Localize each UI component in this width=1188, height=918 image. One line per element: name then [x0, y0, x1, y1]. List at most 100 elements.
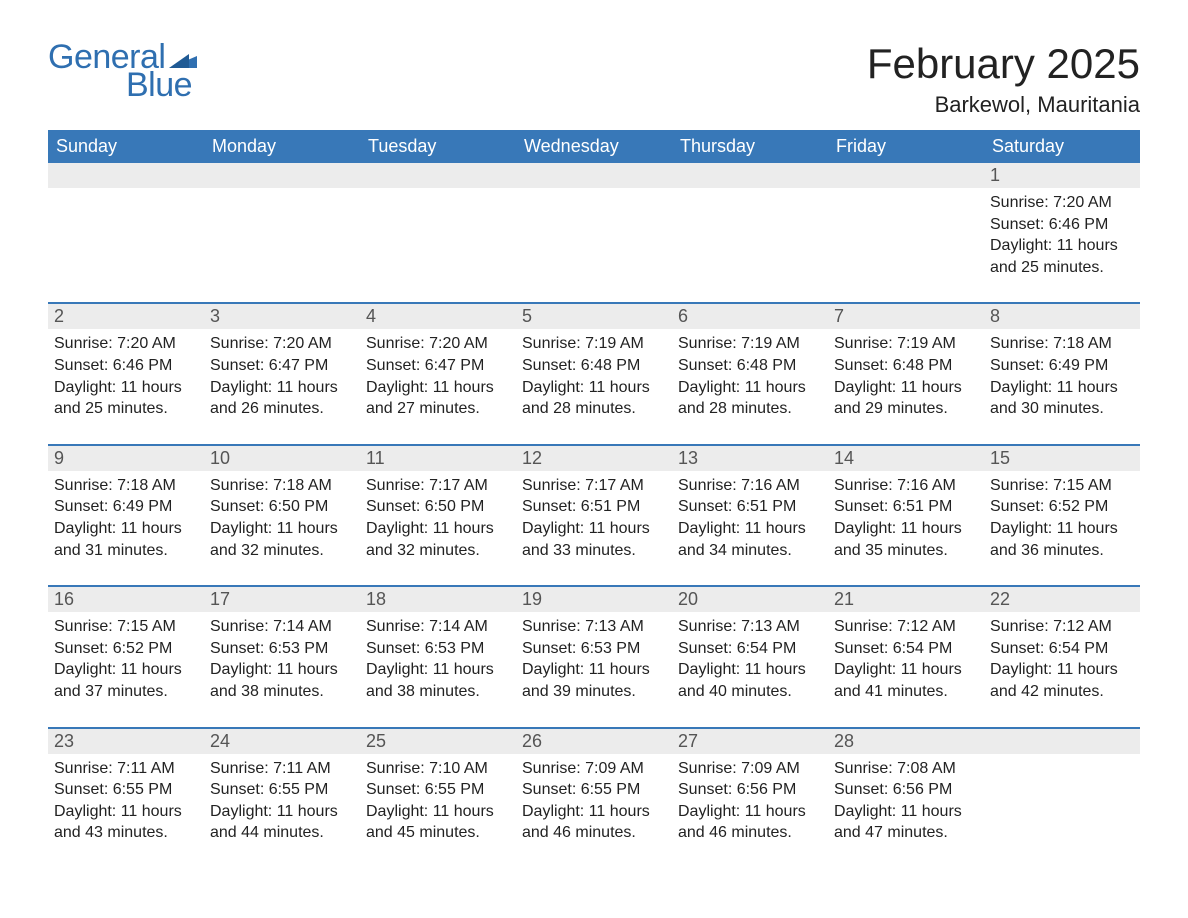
- sunrise-text: Sunrise: 7:08 AM: [834, 758, 978, 780]
- daynum-row: 9101112131415: [48, 446, 1140, 471]
- sunset-text: Sunset: 6:46 PM: [54, 355, 198, 377]
- day-cell: Sunrise: 7:14 AMSunset: 6:53 PMDaylight:…: [360, 612, 516, 712]
- day-cell: Sunrise: 7:14 AMSunset: 6:53 PMDaylight:…: [204, 612, 360, 712]
- day-cell: Sunrise: 7:15 AMSunset: 6:52 PMDaylight:…: [48, 612, 204, 712]
- week-row: 16171819202122Sunrise: 7:15 AMSunset: 6:…: [48, 585, 1140, 712]
- sunrise-text: Sunrise: 7:17 AM: [522, 475, 666, 497]
- day-cell: Sunrise: 7:19 AMSunset: 6:48 PMDaylight:…: [672, 329, 828, 429]
- daylight-text: Daylight: 11 hours and 41 minutes.: [834, 659, 978, 702]
- sunrise-text: Sunrise: 7:18 AM: [990, 333, 1134, 355]
- daylight-text: Daylight: 11 hours and 33 minutes.: [522, 518, 666, 561]
- day-number: 7: [828, 304, 984, 329]
- day-number: 9: [48, 446, 204, 471]
- day-number: 2: [48, 304, 204, 329]
- day-cell: Sunrise: 7:08 AMSunset: 6:56 PMDaylight:…: [828, 754, 984, 854]
- title-block: February 2025 Barkewol, Mauritania: [867, 40, 1140, 118]
- week-row: 9101112131415Sunrise: 7:18 AMSunset: 6:4…: [48, 444, 1140, 571]
- day-number: 14: [828, 446, 984, 471]
- daylight-text: Daylight: 11 hours and 25 minutes.: [990, 235, 1134, 278]
- sunset-text: Sunset: 6:51 PM: [522, 496, 666, 518]
- daylight-text: Daylight: 11 hours and 26 minutes.: [210, 377, 354, 420]
- day-number: 4: [360, 304, 516, 329]
- day-number: 25: [360, 729, 516, 754]
- day-cell: Sunrise: 7:13 AMSunset: 6:53 PMDaylight:…: [516, 612, 672, 712]
- day-number: 21: [828, 587, 984, 612]
- sunset-text: Sunset: 6:53 PM: [366, 638, 510, 660]
- daylight-text: Daylight: 11 hours and 28 minutes.: [522, 377, 666, 420]
- daylight-text: Daylight: 11 hours and 44 minutes.: [210, 801, 354, 844]
- day-number: 27: [672, 729, 828, 754]
- sunrise-text: Sunrise: 7:16 AM: [678, 475, 822, 497]
- sunrise-text: Sunrise: 7:20 AM: [990, 192, 1134, 214]
- weekday-header-row: Sunday Monday Tuesday Wednesday Thursday…: [48, 130, 1140, 163]
- sunrise-text: Sunrise: 7:20 AM: [54, 333, 198, 355]
- day-cell: Sunrise: 7:19 AMSunset: 6:48 PMDaylight:…: [828, 329, 984, 429]
- sunrise-text: Sunrise: 7:20 AM: [210, 333, 354, 355]
- daylight-text: Daylight: 11 hours and 30 minutes.: [990, 377, 1134, 420]
- day-number: 10: [204, 446, 360, 471]
- day-cell: Sunrise: 7:17 AMSunset: 6:51 PMDaylight:…: [516, 471, 672, 571]
- daylight-text: Daylight: 11 hours and 28 minutes.: [678, 377, 822, 420]
- sunset-text: Sunset: 6:48 PM: [522, 355, 666, 377]
- daylight-text: Daylight: 11 hours and 29 minutes.: [834, 377, 978, 420]
- daylight-text: Daylight: 11 hours and 34 minutes.: [678, 518, 822, 561]
- day-number: 1: [984, 163, 1140, 188]
- day-cell: Sunrise: 7:18 AMSunset: 6:49 PMDaylight:…: [984, 329, 1140, 429]
- sunset-text: Sunset: 6:51 PM: [834, 496, 978, 518]
- day-cell: Sunrise: 7:19 AMSunset: 6:48 PMDaylight:…: [516, 329, 672, 429]
- sunrise-text: Sunrise: 7:20 AM: [366, 333, 510, 355]
- day-number: [360, 163, 516, 188]
- sunset-text: Sunset: 6:54 PM: [834, 638, 978, 660]
- day-number: 20: [672, 587, 828, 612]
- daylight-text: Daylight: 11 hours and 46 minutes.: [678, 801, 822, 844]
- day-cell: [48, 188, 204, 288]
- header: General Blue February 2025 Barkewol, Mau…: [48, 40, 1140, 118]
- sunset-text: Sunset: 6:53 PM: [210, 638, 354, 660]
- daylight-text: Daylight: 11 hours and 27 minutes.: [366, 377, 510, 420]
- day-number: 17: [204, 587, 360, 612]
- daylight-text: Daylight: 11 hours and 42 minutes.: [990, 659, 1134, 702]
- sunset-text: Sunset: 6:51 PM: [678, 496, 822, 518]
- day-cell: Sunrise: 7:20 AMSunset: 6:46 PMDaylight:…: [48, 329, 204, 429]
- daylight-text: Daylight: 11 hours and 38 minutes.: [366, 659, 510, 702]
- daylight-text: Daylight: 11 hours and 39 minutes.: [522, 659, 666, 702]
- sunset-text: Sunset: 6:46 PM: [990, 214, 1134, 236]
- day-number: [204, 163, 360, 188]
- weekday-header: Saturday: [984, 130, 1140, 163]
- sunrise-text: Sunrise: 7:11 AM: [54, 758, 198, 780]
- day-cell: Sunrise: 7:12 AMSunset: 6:54 PMDaylight:…: [828, 612, 984, 712]
- day-number: 22: [984, 587, 1140, 612]
- sunset-text: Sunset: 6:47 PM: [366, 355, 510, 377]
- sunset-text: Sunset: 6:52 PM: [54, 638, 198, 660]
- daylight-text: Daylight: 11 hours and 32 minutes.: [210, 518, 354, 561]
- day-number: 23: [48, 729, 204, 754]
- sunset-text: Sunset: 6:56 PM: [678, 779, 822, 801]
- day-number: 12: [516, 446, 672, 471]
- day-number: [984, 729, 1140, 754]
- sunrise-text: Sunrise: 7:18 AM: [54, 475, 198, 497]
- day-cell: Sunrise: 7:15 AMSunset: 6:52 PMDaylight:…: [984, 471, 1140, 571]
- day-cell: Sunrise: 7:10 AMSunset: 6:55 PMDaylight:…: [360, 754, 516, 854]
- sunset-text: Sunset: 6:48 PM: [834, 355, 978, 377]
- day-cell: [672, 188, 828, 288]
- sunset-text: Sunset: 6:54 PM: [990, 638, 1134, 660]
- weekday-header: Sunday: [48, 130, 204, 163]
- day-number: 16: [48, 587, 204, 612]
- day-number: 26: [516, 729, 672, 754]
- day-number: 11: [360, 446, 516, 471]
- day-number: 24: [204, 729, 360, 754]
- day-number: [672, 163, 828, 188]
- week-row: 2345678Sunrise: 7:20 AMSunset: 6:46 PMDa…: [48, 302, 1140, 429]
- day-cell: Sunrise: 7:16 AMSunset: 6:51 PMDaylight:…: [672, 471, 828, 571]
- sunrise-text: Sunrise: 7:14 AM: [210, 616, 354, 638]
- daylight-text: Daylight: 11 hours and 25 minutes.: [54, 377, 198, 420]
- day-cell: [360, 188, 516, 288]
- sunset-text: Sunset: 6:48 PM: [678, 355, 822, 377]
- sunrise-text: Sunrise: 7:18 AM: [210, 475, 354, 497]
- day-cell: Sunrise: 7:18 AMSunset: 6:49 PMDaylight:…: [48, 471, 204, 571]
- sunrise-text: Sunrise: 7:16 AM: [834, 475, 978, 497]
- day-cell: [516, 188, 672, 288]
- sunset-text: Sunset: 6:49 PM: [990, 355, 1134, 377]
- daylight-text: Daylight: 11 hours and 36 minutes.: [990, 518, 1134, 561]
- day-number: 18: [360, 587, 516, 612]
